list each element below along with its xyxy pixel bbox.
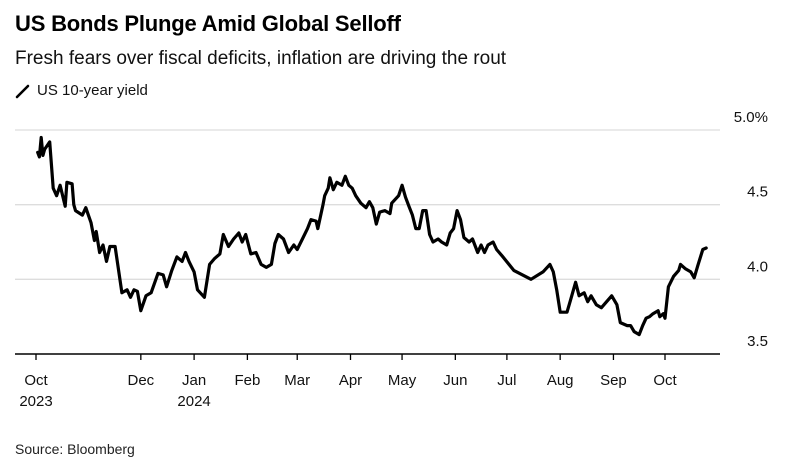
series-layer — [36, 135, 708, 337]
x-tick-label: Aug — [547, 372, 574, 389]
y-tick-label: 3.5 — [747, 333, 768, 350]
x-tick-label: May — [388, 372, 417, 389]
x-tick-label: Dec — [127, 372, 154, 389]
chart-title: US Bonds Plunge Amid Global Selloff — [15, 11, 401, 36]
x-tick-label: Apr — [339, 372, 362, 389]
legend: US 10-year yield — [15, 82, 148, 99]
x-tick-label: Oct — [653, 372, 677, 389]
x-tick-label: Mar — [284, 372, 310, 389]
legend-label: US 10-year yield — [37, 82, 148, 99]
x-tick-label: Jan — [182, 372, 206, 389]
x-tick-label: Oct — [24, 372, 48, 389]
x-tick-label: Jul — [497, 372, 516, 389]
y-tick-label: 4.0 — [747, 258, 768, 275]
y-tick-label: 4.5 — [747, 184, 768, 201]
source-note: Source: Bloomberg — [15, 441, 135, 457]
x-tick-label: Jun — [443, 372, 467, 389]
x-tick-label: Feb — [234, 372, 260, 389]
line-icon — [15, 84, 30, 98]
x-tick-label: Sep — [600, 372, 627, 389]
x-tick-year-label: 2024 — [177, 393, 210, 410]
y-tick-label: 5.0% — [734, 109, 768, 126]
chart-subtitle: Fresh fears over fiscal deficits, inflat… — [15, 48, 507, 69]
series-line-us-10-year-yield — [36, 135, 708, 337]
y-axis-labels: 5.0% 4.5 4.0 3.5 — [734, 109, 768, 350]
x-tick-year-label: 2023 — [19, 393, 52, 410]
x-axis: Oct 2023 Dec Jan 2024 Feb Mar Apr May Jun Jul Aug Se… — [15, 353, 720, 410]
